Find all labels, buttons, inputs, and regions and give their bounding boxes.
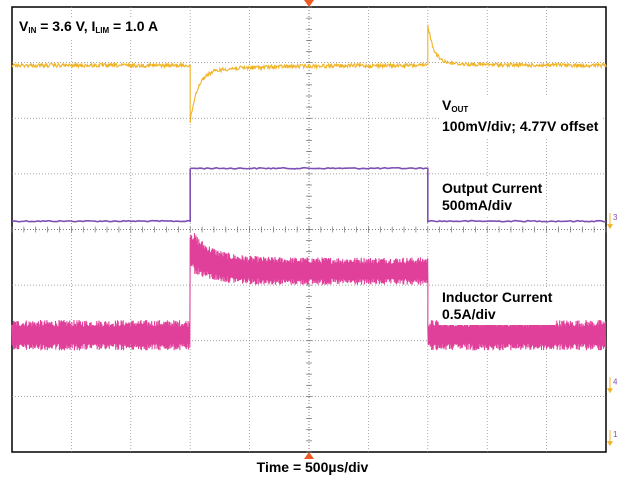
output-current-legend-label: Output Current 500mA/div	[439, 178, 546, 216]
vout-trace	[11, 24, 607, 123]
channel-1-marker-arrow	[607, 441, 613, 447]
test-conditions-label: VIN = 3.6 V, ILIM = 1.0 A	[16, 17, 162, 40]
channel-3-marker-label: 3	[613, 213, 618, 222]
channel-4-marker-label: 4	[613, 377, 618, 386]
inductor-current-scale: 0.5A/div	[442, 306, 496, 322]
trigger-marker-top	[304, 0, 314, 7]
vout-series-name: VOUT	[442, 97, 469, 114]
channel-1-marker-label: 1	[613, 430, 618, 439]
output-current-series-name: Output Current	[442, 180, 543, 196]
inductor-current-trace	[11, 233, 607, 351]
output-current-scale: 500mA/div	[442, 197, 513, 213]
channel-4-marker-arrow	[607, 388, 613, 394]
vout-legend-label: VOUT 100mV/div; 4.77V offset	[439, 95, 602, 137]
inductor-current-legend-label: Inductor Current 0.5A/div	[439, 287, 556, 325]
traces	[11, 24, 607, 351]
markers: 3 4 1	[304, 0, 618, 459]
output-current-trace	[11, 166, 607, 223]
inductor-current-series-name: Inductor Current	[442, 289, 553, 305]
channel-3-marker-arrow	[607, 224, 613, 230]
trigger-marker-bottom	[304, 452, 314, 459]
time-axis-label: Time = 500µs/div	[256, 459, 369, 475]
vout-scale: 100mV/div; 4.77V offset	[442, 118, 599, 134]
